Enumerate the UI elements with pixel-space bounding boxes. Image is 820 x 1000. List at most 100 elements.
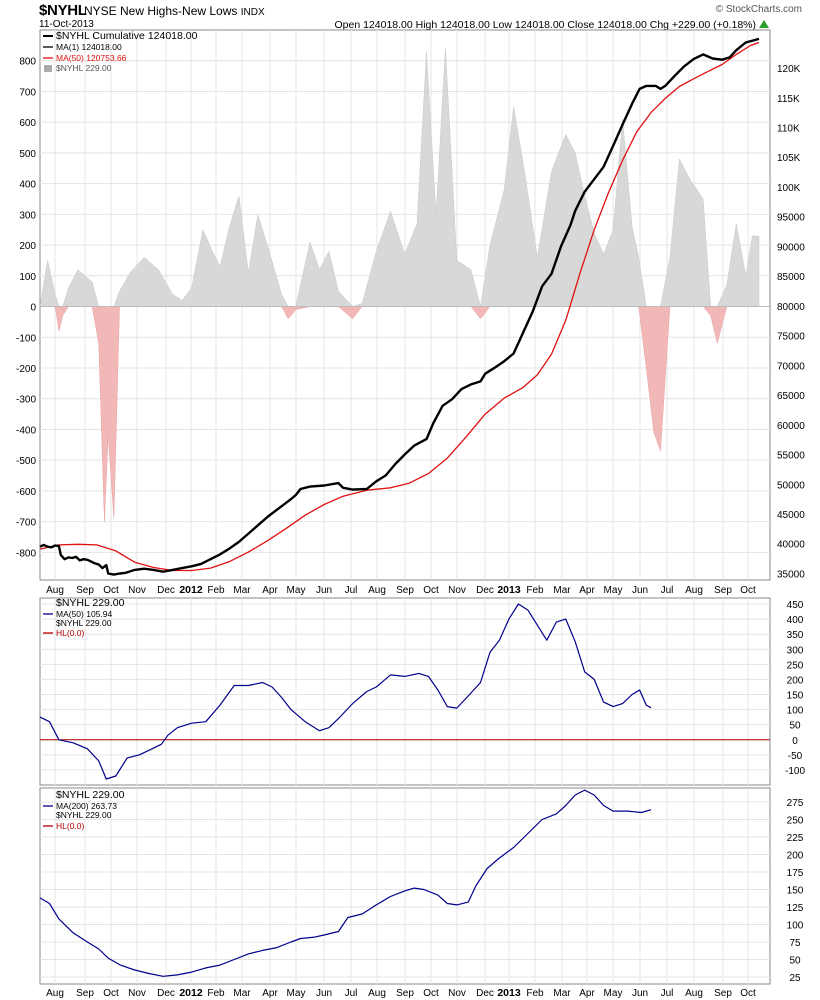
oscillator-panel-1: -100 -50 0 50 100 150 200 250 300 350 400 450 $NYHL … — [39, 597, 805, 786]
right-tick-label: 85000 — [777, 272, 805, 283]
x-tick-label: Aug — [685, 988, 703, 999]
x-tick-label: Apr — [579, 585, 595, 596]
legend-entry: $NYHL 229.00 — [56, 618, 112, 628]
right-tick-label: 50 — [789, 956, 801, 967]
x-tick-label: 2013 — [497, 584, 521, 596]
right-tick-label: 225 — [787, 833, 804, 844]
left-tick-label: 0 — [30, 303, 36, 314]
x-tick-label: Jul — [345, 988, 358, 999]
x-tick-label: Dec — [157, 585, 175, 596]
right-tick-label: 250 — [787, 660, 804, 671]
up-arrow-icon — [759, 20, 769, 28]
x-tick-label: Feb — [207, 585, 225, 596]
x-tick-label: Apr — [579, 988, 595, 999]
x-tick-label: May — [287, 988, 306, 999]
x-tick-label: Jul — [345, 585, 358, 596]
left-tick-label: -600 — [16, 487, 36, 498]
right-tick-label: 120K — [777, 64, 801, 75]
left-tick-label: -800 — [16, 548, 36, 559]
right-tick-label: 400 — [787, 615, 804, 626]
x-tick-label: Oct — [423, 585, 439, 596]
legend-entry: HL(0.0) — [56, 628, 85, 638]
x-tick-label: Feb — [526, 585, 544, 596]
x-tick-label: Dec — [476, 585, 494, 596]
right-tick-label: 75000 — [777, 332, 805, 343]
histogram-positive — [39, 48, 760, 307]
x-tick-label: Sep — [714, 585, 732, 596]
x-tick-label: Sep — [396, 585, 414, 596]
right-tick-label: 350 — [787, 630, 804, 641]
right-tick-label: 50 — [789, 721, 801, 732]
x-tick-label: Aug — [368, 585, 386, 596]
right-tick-label: 275 — [787, 798, 804, 809]
x-tick-label: May — [604, 585, 623, 596]
x-tick-label: Sep — [714, 988, 732, 999]
brand: © StockCharts.com — [715, 4, 802, 15]
x-tick-label: Mar — [553, 585, 571, 596]
left-tick-label: -300 — [16, 395, 36, 406]
legend-entry: MA(50) 105.94 — [56, 609, 112, 619]
left-tick-label: 500 — [19, 149, 36, 160]
symbol: $NYHL — [39, 2, 87, 19]
x-tick-label: Nov — [448, 988, 466, 999]
x-tick-label: Feb — [207, 988, 225, 999]
left-tick-label: -100 — [16, 333, 36, 344]
legend-entry: HL(0.0) — [56, 821, 85, 831]
right-tick-label: 75 — [789, 938, 801, 949]
x-tick-label: Oct — [740, 988, 756, 999]
legend-entry: MA(1) 124018.00 — [56, 42, 122, 52]
chart-header: $NYHL NYSE New Highs-New Lows INDX 11-Oc… — [0, 0, 820, 34]
symbol-description: NYSE New Highs-New Lows — [84, 4, 238, 18]
left-tick-label: -200 — [16, 364, 36, 375]
x-tick-label: Jul — [661, 585, 674, 596]
x-tick-label: Dec — [157, 988, 175, 999]
x-tick-label: Aug — [46, 585, 64, 596]
legend-entry: MA(50) 120753.66 — [56, 53, 127, 63]
x-tick-label: Mar — [233, 585, 251, 596]
x-tick-label: Sep — [396, 988, 414, 999]
left-tick-label: 600 — [19, 118, 36, 129]
left-tick-label: 100 — [19, 272, 36, 283]
legend-entry: $NYHL 229.00 — [56, 597, 125, 609]
ohlc-readout: Open 124018.00 High 124018.00 Low 124018… — [334, 19, 756, 31]
main-panel: 800 700 600 500 400 300 200 100 0 -100 -200 -300 -40… — [16, 29, 805, 581]
left-tick-label: -400 — [16, 425, 36, 436]
x-tick-label: Oct — [423, 988, 439, 999]
right-tick-label: 250 — [787, 816, 804, 827]
chart-date: 11-Oct-2013 — [39, 19, 94, 30]
x-tick-label: Jun — [632, 988, 648, 999]
exchange: INDX — [240, 7, 265, 18]
x-tick-label: Aug — [685, 585, 703, 596]
cumulative-line — [39, 37, 760, 576]
left-tick-label: 700 — [19, 87, 36, 98]
x-tick-label: Jun — [632, 585, 648, 596]
x-tick-label: Aug — [46, 988, 64, 999]
right-tick-label: 450 — [787, 600, 804, 611]
x-tick-label: Apr — [262, 988, 278, 999]
x-tick-label: Oct — [103, 988, 119, 999]
left-tick-label: 300 — [19, 210, 36, 221]
right-tick-label: 35000 — [777, 569, 805, 580]
legend-entry: $NYHL Cumulative 124018.00 — [56, 30, 198, 42]
right-tick-label: 110K — [777, 124, 800, 135]
x-tick-label: Feb — [526, 988, 544, 999]
x-tick-label: Apr — [262, 585, 278, 596]
x-tick-label: Oct — [103, 585, 119, 596]
left-tick-label: 200 — [19, 241, 36, 252]
x-tick-label: Jun — [316, 988, 332, 999]
x-tick-label: Sep — [76, 585, 94, 596]
right-tick-label: 80000 — [777, 302, 805, 313]
x-tick-label: Nov — [128, 585, 146, 596]
x-axis-bottom: Aug Sep Oct Nov Dec 2012 Feb Mar Apr May Jun Jul Aug… — [46, 987, 756, 999]
oscillator-panel-2: 25 50 75 100 125 150 175 200 225 250 275 $NYHL 229.… — [39, 787, 804, 985]
x-tick-label: Oct — [740, 585, 756, 596]
x-tick-label: Mar — [233, 988, 251, 999]
x-tick-label: Jun — [316, 585, 332, 596]
right-tick-label: 175 — [787, 868, 804, 879]
ma200-oscillator-line — [39, 789, 652, 977]
right-tick-label: 125 — [787, 903, 804, 914]
x-tick-label: Nov — [128, 988, 146, 999]
right-tick-label: 25 — [789, 973, 801, 984]
legend-entry: $NYHL 229.00 — [56, 810, 112, 820]
